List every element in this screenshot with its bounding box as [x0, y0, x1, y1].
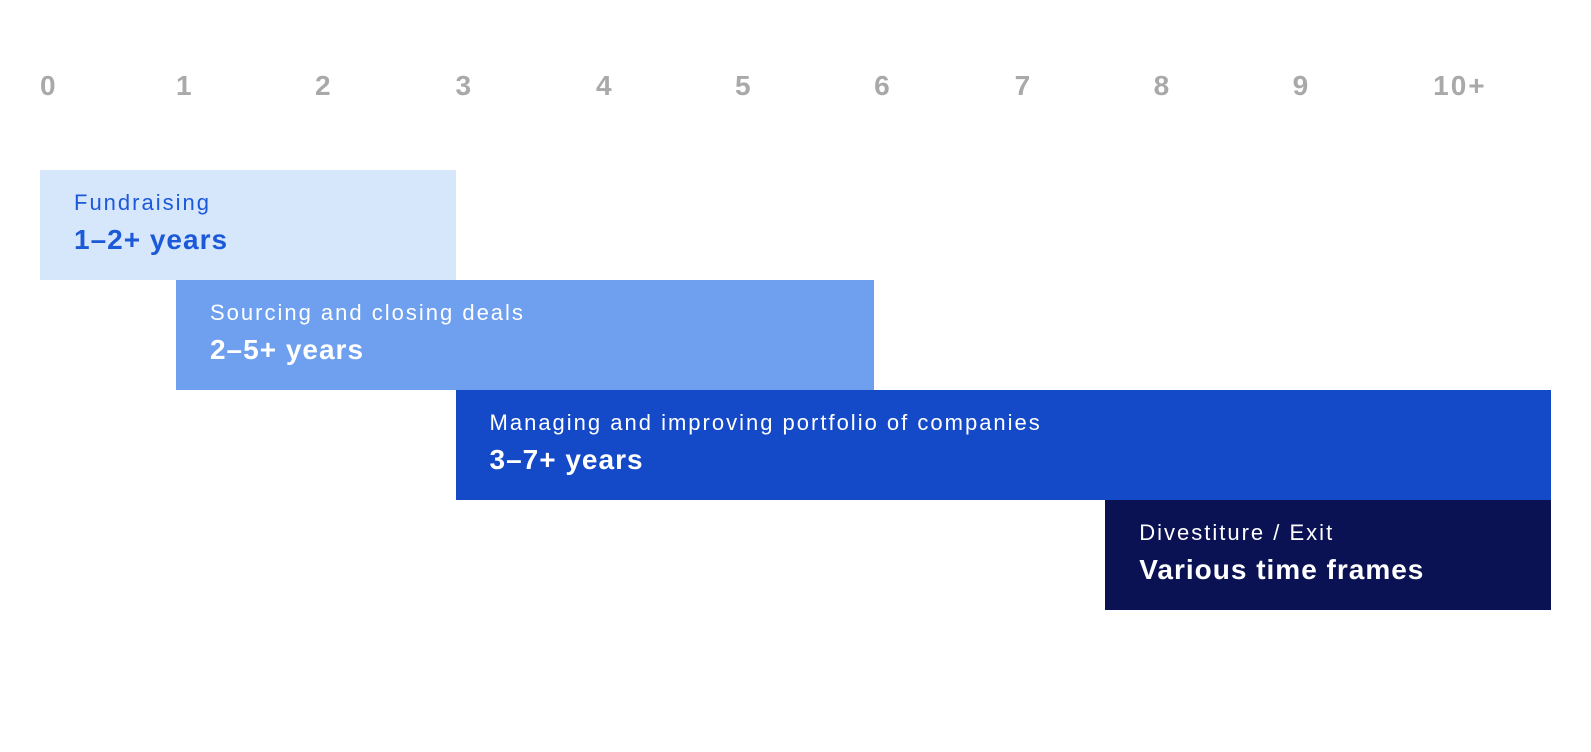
timeline-axis: 0 1 2 3 4 5 6 7 8 9 10+	[40, 70, 1551, 110]
axis-label-3: 3	[456, 70, 474, 102]
gantt-bar-0: Fundraising 1–2+ years	[40, 170, 456, 280]
axis-label-7: 7	[1015, 70, 1033, 102]
bar-label: Sourcing and closing deals	[210, 300, 840, 326]
axis-label-9: 9	[1293, 70, 1311, 102]
gantt-bar-2: Managing and improving portfolio of comp…	[456, 390, 1551, 500]
gantt-bar-3: Divestiture / Exit Various time frames	[1105, 500, 1551, 610]
axis-label-4: 4	[596, 70, 614, 102]
bar-label: Divestiture / Exit	[1139, 520, 1517, 546]
gantt-chart: 012345678910+ Fundraising1–2+ yearsSourc…	[40, 70, 1551, 170]
axis-label-8: 8	[1154, 70, 1172, 102]
axis-label-10+: 10+	[1433, 70, 1487, 102]
bar-duration: 1–2+ years	[74, 224, 422, 256]
axis-label-6: 6	[874, 70, 892, 102]
axis-label-2: 2	[315, 70, 333, 102]
bar-duration: 2–5+ years	[210, 334, 840, 366]
bar-duration: Various time frames	[1139, 554, 1517, 586]
bar-label: Managing and improving portfolio of comp…	[490, 410, 1517, 436]
axis-label-0: 0	[40, 70, 58, 102]
bar-duration: 3–7+ years	[490, 444, 1517, 476]
axis-label-5: 5	[735, 70, 753, 102]
axis-label-1: 1	[176, 70, 194, 102]
gantt-bar-1: Sourcing and closing deals 2–5+ years	[176, 280, 874, 390]
bar-label: Fundraising	[74, 190, 422, 216]
